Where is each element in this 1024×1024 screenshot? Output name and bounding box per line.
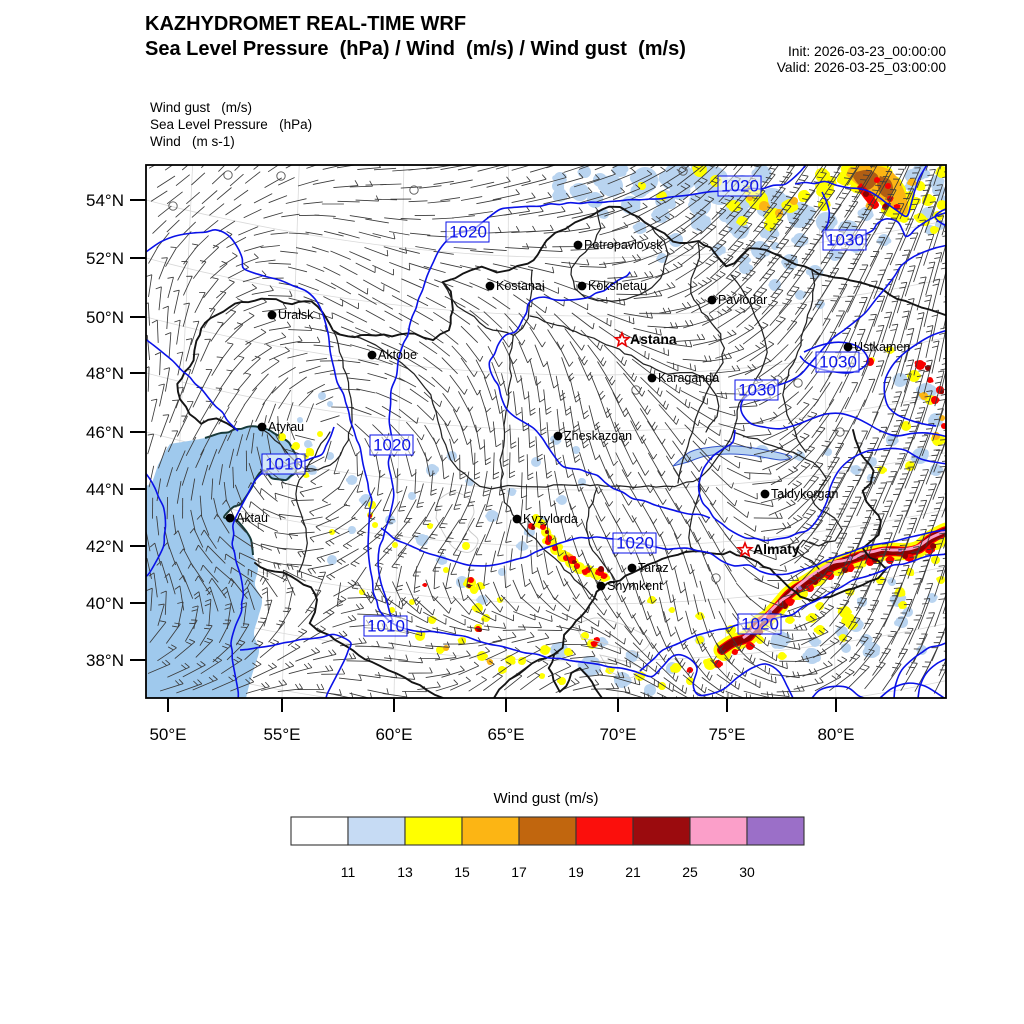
svg-text:1020: 1020	[616, 534, 654, 553]
svg-text:48°N: 48°N	[86, 364, 124, 383]
svg-text:52°N: 52°N	[86, 249, 124, 268]
svg-text:1030: 1030	[738, 381, 776, 400]
svg-text:46°N: 46°N	[86, 423, 124, 442]
svg-text:1020: 1020	[449, 223, 487, 242]
svg-text:Kyzylorda: Kyzylorda	[523, 512, 578, 526]
svg-text:1010: 1010	[265, 455, 303, 474]
svg-text:42°N: 42°N	[86, 537, 124, 556]
svg-text:Petropavlovsk: Petropavlovsk	[584, 238, 663, 252]
svg-text:1030: 1030	[826, 231, 864, 250]
svg-text:Wind (m s-1): Wind (m s-1)	[150, 134, 235, 149]
svg-text:21: 21	[625, 864, 641, 880]
svg-text:Taraz: Taraz	[638, 561, 669, 575]
svg-text:KAZHYDROMET REAL-TIME WRF: KAZHYDROMET REAL-TIME WRF	[145, 13, 466, 35]
svg-text:Aktau: Aktau	[236, 511, 268, 525]
svg-text:Ustkamen: Ustkamen	[854, 340, 910, 354]
svg-text:30: 30	[739, 864, 755, 880]
svg-text:Uralsk: Uralsk	[278, 308, 314, 322]
svg-text:50°N: 50°N	[86, 308, 124, 327]
svg-text:65°E: 65°E	[487, 725, 524, 744]
svg-text:Wind gust (m/s): Wind gust (m/s)	[493, 790, 598, 807]
svg-text:1030: 1030	[819, 353, 857, 372]
svg-text:Shymkent: Shymkent	[607, 579, 663, 593]
svg-text:11: 11	[341, 864, 356, 880]
svg-text:Kostanai: Kostanai	[496, 279, 545, 293]
svg-text:Atyrau: Atyrau	[268, 420, 304, 434]
svg-text:1020: 1020	[373, 436, 411, 455]
svg-text:54°N: 54°N	[86, 191, 124, 210]
svg-text:1020: 1020	[721, 177, 759, 196]
svg-text:Zheskazgan: Zheskazgan	[564, 429, 632, 443]
svg-text:60°E: 60°E	[375, 725, 412, 744]
svg-text:Sea Level Pressure (hPa) / Wi: Sea Level Pressure (hPa) / Wind (m/s) / …	[145, 38, 686, 60]
svg-text:Pavlodar: Pavlodar	[718, 293, 767, 307]
svg-text:75°E: 75°E	[708, 725, 745, 744]
svg-text:1020: 1020	[741, 615, 779, 634]
svg-text:1010: 1010	[367, 617, 405, 636]
svg-text:Astana: Astana	[630, 331, 677, 347]
svg-text:15: 15	[454, 864, 470, 880]
svg-text:44°N: 44°N	[86, 480, 124, 499]
svg-text:Init: 2026-03-23_00:00:00: Init: 2026-03-23_00:00:00	[788, 44, 946, 59]
svg-text:19: 19	[568, 864, 584, 880]
svg-text:Sea Level Pressure (hPa): Sea Level Pressure (hPa)	[150, 117, 312, 132]
svg-text:70°E: 70°E	[599, 725, 636, 744]
svg-text:40°N: 40°N	[86, 594, 124, 613]
svg-text:Valid: 2026-03-25_03:00:00: Valid: 2026-03-25_03:00:00	[777, 60, 947, 75]
svg-text:17: 17	[511, 864, 527, 880]
svg-text:13: 13	[397, 864, 413, 880]
svg-text:25: 25	[682, 864, 698, 880]
svg-text:Wind gust (m/s): Wind gust (m/s)	[150, 100, 252, 115]
svg-text:Aktobe: Aktobe	[378, 348, 417, 362]
svg-text:38°N: 38°N	[86, 651, 124, 670]
svg-text:80°E: 80°E	[817, 725, 854, 744]
svg-text:50°E: 50°E	[149, 725, 186, 744]
svg-text:55°E: 55°E	[263, 725, 300, 744]
svg-text:Kokshetau: Kokshetau	[588, 279, 647, 293]
svg-text:Karaganda: Karaganda	[658, 371, 719, 385]
svg-text:Almaty: Almaty	[753, 541, 800, 557]
svg-text:Taldykorgan: Taldykorgan	[771, 487, 838, 501]
